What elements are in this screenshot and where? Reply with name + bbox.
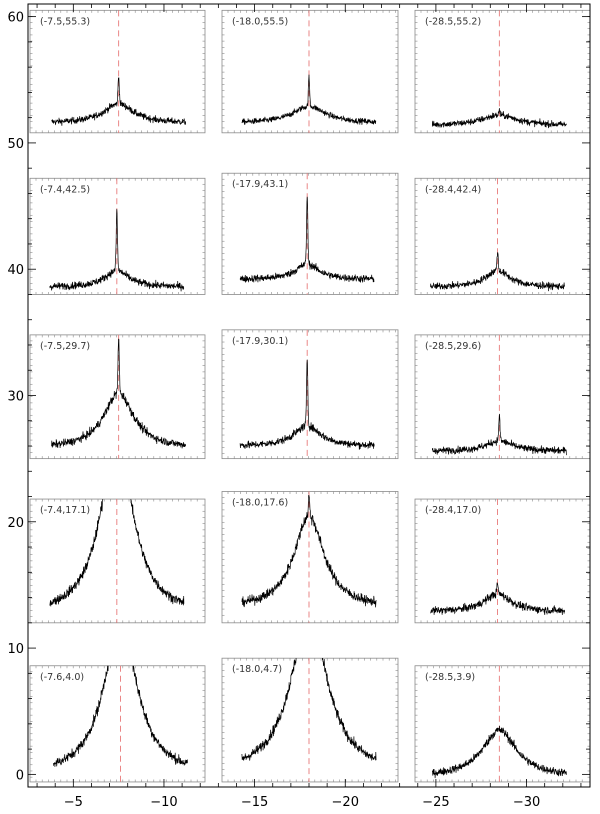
spectrum-panel: (-17.9,30.1): [221, 329, 399, 460]
x-tick-label: −30: [513, 795, 540, 810]
spectrum-trace: [49, 499, 185, 607]
x-tick-label: −5: [64, 795, 83, 810]
panel-frame: [221, 329, 399, 460]
panel-frame: [29, 9, 206, 134]
panel-coordinate-label: (-7.4,42.5): [40, 184, 90, 195]
spectrum-trace: [51, 77, 187, 126]
panel-frame-ticks: [222, 491, 398, 623]
panel-frame-ticks: [415, 334, 590, 459]
y-tick-label: 10: [7, 642, 24, 657]
y-tick-label: 60: [7, 11, 24, 26]
panel-frame-ticks: [222, 329, 398, 459]
spectrum-trace: [49, 209, 185, 292]
panel-frame-ticks: [30, 499, 205, 623]
panel-frame-ticks: [30, 178, 205, 295]
spectrum-trace: [431, 413, 567, 456]
spectrum-trace: [51, 338, 187, 449]
y-tick-label: 0: [16, 768, 24, 783]
panel-coordinate-label: (-17.9,30.1): [232, 336, 288, 347]
outer-axes: −5 −10 −15 −20 −25 −30 0 10 20 30 40 50 60: [7, 3, 591, 810]
panel-coordinate-label: (-28.5,3.9): [425, 672, 475, 683]
spectrum-trace: [430, 252, 565, 292]
panel-coordinate-label: (-28.5,55.2): [425, 16, 481, 27]
y-tick-label: 40: [7, 263, 24, 278]
panel-coordinate-label: (-18.0,17.6): [232, 497, 288, 508]
spectrum-trace: [241, 74, 377, 125]
spectrum-panel: (-7.5,55.3): [29, 9, 206, 134]
spectrum-trace: [239, 196, 375, 284]
spectrum-panel: (-18.0,17.6): [221, 491, 399, 624]
x-tick-label: −25: [422, 795, 449, 810]
panel-coordinate-label: (-18.0,55.5): [232, 16, 288, 27]
y-tick-label: 50: [7, 137, 24, 152]
panel-frame: [221, 491, 399, 624]
panel-frame-ticks: [222, 173, 398, 295]
spectrum-trace: [431, 108, 567, 129]
spectrum-trace: [241, 494, 377, 608]
spectrum-panel: (-17.9,43.1): [221, 172, 399, 295]
panel-frame-ticks: [222, 658, 398, 782]
spectrum-trace: [239, 359, 375, 450]
panel-coordinate-label: (-28.4,17.0): [425, 505, 481, 516]
panel-coordinate-label: (-17.9,43.1): [232, 179, 288, 190]
spectrum-panel: (-7.4,42.5): [29, 177, 206, 295]
panel-coordinate-label: (-7.6,4.0): [40, 672, 84, 683]
spectrum-trace: [53, 665, 188, 767]
panel-frame: [29, 177, 206, 295]
x-tick-label: −10: [150, 795, 177, 810]
spectrum-panel: (-18.0,4.7): [221, 657, 399, 783]
panel-coordinate-label: (-7.5,29.7): [40, 341, 90, 352]
spectrum-panel: (-7.5,29.7): [29, 334, 206, 460]
panel-frame: [221, 9, 399, 134]
panel-coordinate-label: (-18.0,4.7): [232, 664, 282, 675]
spectrum-panel: (-18.0,55.5): [221, 9, 399, 134]
panel-coordinate-label: (-28.5,29.6): [425, 341, 481, 352]
x-tick-label: −15: [241, 795, 268, 810]
x-tick-label: −20: [332, 795, 359, 810]
panel-frame-ticks: [30, 334, 205, 459]
y-tick-label: 30: [7, 390, 24, 405]
panel-frame-ticks: [30, 10, 205, 133]
y-tick-label: 20: [7, 516, 24, 531]
spectrum-panel: (-7.6,4.0): [29, 665, 206, 783]
spectrum-trace: [431, 725, 567, 779]
panel-frame: [221, 172, 399, 295]
panel-coordinate-label: (-28.4,42.4): [425, 184, 481, 195]
spectrum-panel: (-7.4,17.1): [29, 498, 206, 624]
panel-frame-ticks: [415, 178, 590, 295]
spectrum-trace: [241, 658, 377, 761]
panel-frame-ticks: [30, 665, 205, 782]
spectrum-panel: (-28.4,17.0): [414, 498, 591, 624]
panel-coordinate-label: (-7.5,55.3): [40, 16, 90, 27]
spectrum-trace: [430, 582, 565, 616]
panel-coordinate-label: (-7.4,17.1): [40, 505, 90, 516]
